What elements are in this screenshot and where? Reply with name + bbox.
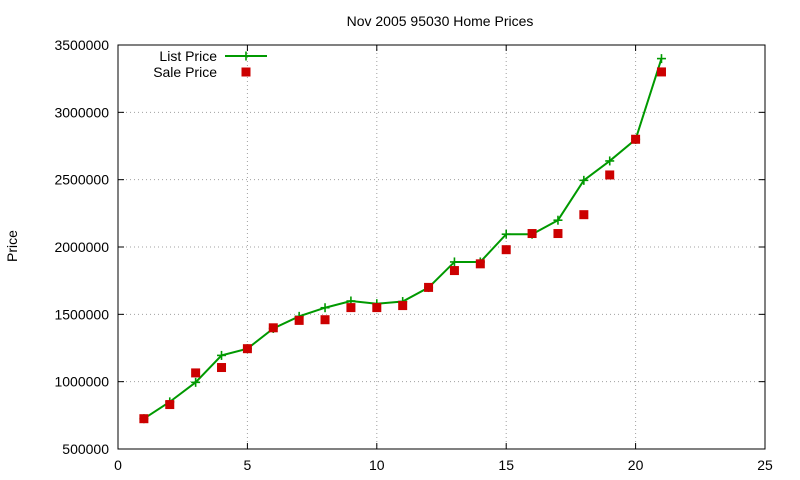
sale-price-point [320,315,330,325]
list-price-point [501,229,511,239]
y-axis-label: Price [4,230,20,262]
sale-price-point [346,303,356,313]
chart-title: Nov 2005 95030 Home Prices [347,13,534,29]
legend-label: List Price [159,48,217,64]
sale-price-point [191,368,201,378]
y-tick-label: 2500000 [54,172,109,188]
x-tick-label: 25 [757,457,773,473]
sale-price-point [527,229,537,239]
list-price-point [605,156,615,166]
list-price-point [656,54,666,64]
sale-price-point [294,315,304,325]
sale-price-point [475,259,485,269]
x-tick-label: 5 [244,457,252,473]
sale-price-point [501,245,511,255]
sale-price-point [165,400,175,410]
sale-price-point [553,229,563,239]
y-tick-label: 1000000 [54,374,109,390]
list-price-point [579,175,589,185]
series-sale-price [139,67,666,424]
list-price-point [449,257,459,267]
axis-ticks: 0 5 10 15 20 25 500000 1000000 1500000 2000000 250… [54,37,773,473]
x-tick-label: 15 [498,457,514,473]
sale-price-point [398,301,408,311]
list-price-point [191,377,201,387]
legend-label: Sale Price [153,64,217,80]
sale-price-point [268,323,278,333]
sale-price-point [656,67,666,77]
y-tick-label: 500000 [62,441,109,457]
sale-price-point [449,266,459,276]
plot-frame [117,44,766,450]
legend-square-swatch [241,67,251,77]
grid-lines [118,45,765,449]
data-series [139,54,666,424]
sale-price-point [217,363,227,373]
legend-plus-swatch [241,51,251,61]
list-price-point [320,303,330,313]
y-tick-label: 2000000 [54,239,109,255]
sale-price-point [579,210,589,220]
sale-price-point [139,414,149,424]
x-tick-label: 0 [114,457,122,473]
list-price-point [217,350,227,360]
x-tick-label: 20 [628,457,644,473]
list-price-point [553,215,563,225]
sale-price-point [372,303,382,313]
sale-price-point [631,134,641,144]
x-tick-label: 10 [369,457,385,473]
y-tick-label: 3500000 [54,37,109,53]
sale-price-point [242,344,252,354]
y-tick-label: 3000000 [54,104,109,120]
sale-price-point [424,282,434,292]
y-tick-label: 1500000 [54,306,109,322]
sale-price-point [605,170,615,180]
